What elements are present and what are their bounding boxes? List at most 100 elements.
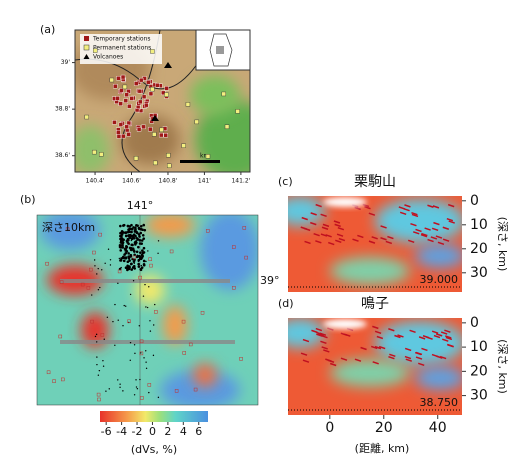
earthquake (119, 232, 122, 235)
earthquake (147, 307, 148, 308)
earthquake (158, 240, 159, 241)
legend-label: Volcanoes (93, 54, 123, 61)
earthquake (119, 225, 122, 228)
temporary-station (124, 99, 128, 103)
permanent-station (92, 150, 96, 154)
x-tick-label: 140.8' (159, 178, 178, 185)
earthquake (112, 321, 113, 322)
earthquake (130, 263, 133, 266)
temporary-station (137, 127, 141, 131)
earthquake (124, 249, 127, 252)
earthquake (147, 250, 148, 251)
y-tick-label: 38.8' (55, 106, 70, 113)
earthquake (140, 225, 143, 228)
earthquake (136, 232, 139, 235)
permanent-station (186, 102, 190, 106)
earthquake (136, 240, 137, 241)
earthquake (103, 365, 104, 366)
colorbar (100, 411, 208, 422)
earthquake (135, 379, 136, 380)
earthquake (132, 266, 135, 269)
temporary-station (127, 132, 131, 136)
y-tick-label: 0 (470, 315, 479, 331)
earthquake (98, 289, 99, 290)
section-annotation: 38.750 (420, 396, 459, 409)
y-tick-label: 38.6' (55, 152, 70, 159)
earthquake (139, 325, 140, 326)
earthquake (125, 305, 126, 306)
temporary-station (112, 120, 116, 124)
temporary-station (117, 134, 121, 138)
temporary-station (142, 95, 146, 99)
anomaly (330, 257, 410, 285)
temporary-station (149, 92, 153, 96)
earthquake (140, 242, 143, 245)
earthquake (134, 263, 135, 264)
permanent-station (93, 49, 97, 53)
earthquake (102, 360, 103, 361)
temporary-station (146, 80, 150, 84)
earthquake (121, 246, 124, 249)
earthquake (143, 295, 144, 296)
earthquake (99, 287, 100, 288)
earthquake (131, 240, 132, 241)
earthquake (139, 239, 142, 242)
earthquake (137, 246, 140, 249)
permanent-station (206, 154, 210, 158)
temporary-station (116, 96, 120, 100)
permanent-station (166, 153, 170, 157)
lon-label: 141° (127, 199, 154, 212)
earthquake (104, 263, 105, 264)
temporary-station (164, 133, 168, 137)
earthquake (141, 265, 142, 266)
earthquake (133, 260, 136, 263)
earthquake (120, 235, 123, 238)
earthquake (98, 268, 99, 269)
earthquake (96, 273, 97, 274)
legend-label: Temporary stations (92, 36, 151, 43)
y-tick-label: 20 (470, 363, 488, 379)
colorbar-tick-label: 0 (149, 425, 156, 438)
earthquake (110, 264, 111, 265)
earthquake (117, 379, 118, 380)
temporary-station (130, 96, 134, 100)
earthquake (145, 361, 146, 362)
earthquake (122, 224, 125, 227)
earthquake (122, 390, 123, 391)
permanent-station (150, 49, 154, 53)
y-tick-label: 10 (470, 339, 488, 355)
earthquake (130, 294, 131, 295)
earthquake (123, 260, 126, 263)
earthquake (129, 269, 130, 270)
permanent-station (110, 78, 114, 82)
temporary-station (148, 127, 152, 131)
earthquake (145, 261, 146, 262)
snow-cap (323, 319, 367, 329)
earthquake (145, 306, 146, 307)
earthquake (158, 397, 159, 398)
earthquake (101, 269, 102, 270)
legend-marker (84, 36, 89, 41)
earthquake (132, 234, 135, 237)
temporary-station (121, 75, 125, 79)
earthquake (124, 305, 125, 306)
earthquake (133, 250, 136, 253)
y-axis-label: (深さ, km) (496, 217, 509, 272)
earthquake (142, 224, 145, 227)
earthquake (96, 356, 97, 357)
earthquake (143, 251, 146, 254)
earthquake (145, 350, 146, 351)
temporary-station (139, 78, 143, 82)
earthquake (131, 228, 134, 231)
earthquake (133, 253, 136, 256)
earthquake (130, 248, 133, 251)
colorbar-tick-label: 2 (164, 425, 171, 438)
panel-label: (a) (40, 23, 55, 36)
temporary-station (119, 102, 123, 106)
earthquake (125, 235, 128, 238)
earthquake (109, 388, 110, 389)
permanent-station (152, 132, 156, 136)
earthquake (110, 259, 111, 260)
earthquake (96, 334, 97, 335)
temporary-station (165, 86, 169, 90)
